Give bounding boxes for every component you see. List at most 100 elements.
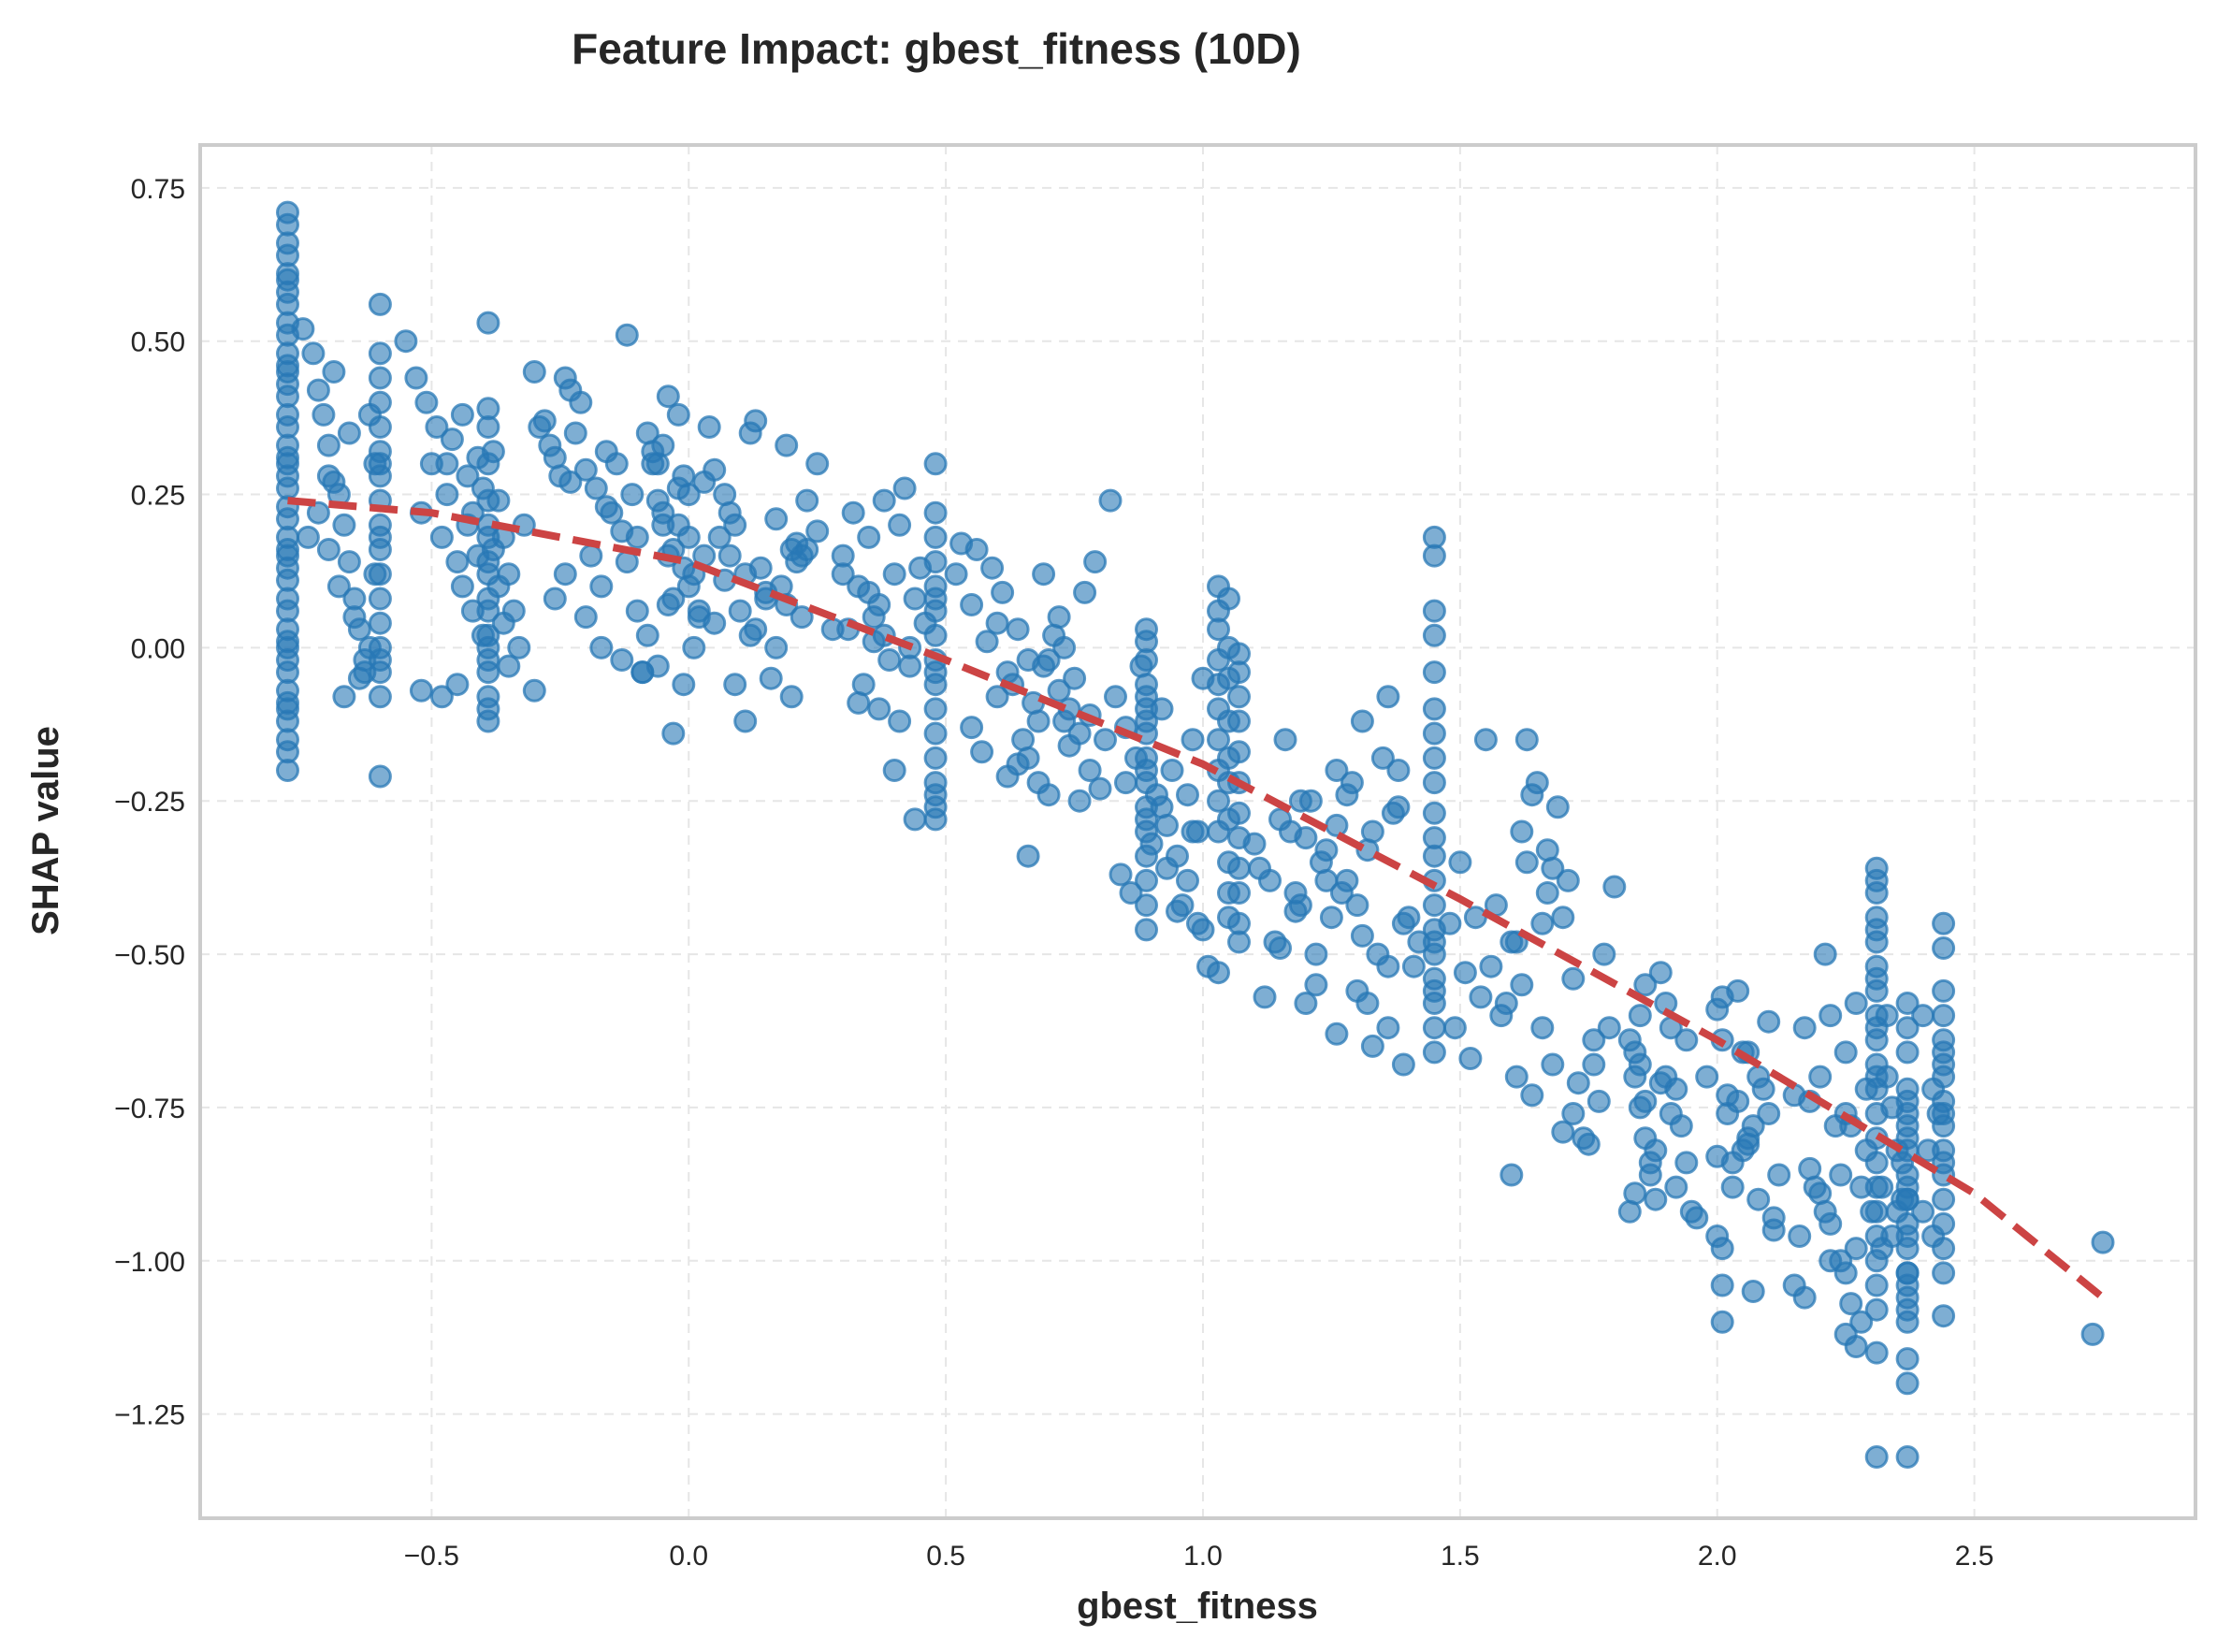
data-point: [1500, 1163, 1524, 1187]
data-point: [1135, 918, 1158, 942]
data-point: [1875, 1065, 1899, 1089]
data-point: [980, 556, 1005, 580]
data-point: [728, 599, 752, 623]
data-point: [805, 452, 830, 476]
data-point: [1864, 868, 1889, 892]
data-point: [1932, 978, 1956, 1003]
data-point: [975, 630, 999, 654]
data-point: [1767, 1163, 1791, 1187]
data-point: [1808, 1181, 1833, 1206]
data-point: [1895, 1187, 1920, 1211]
data-point: [1217, 587, 1240, 611]
data-point: [1798, 1156, 1822, 1181]
data-point: [779, 685, 804, 709]
data-point: [419, 452, 443, 476]
data-point: [923, 452, 948, 476]
data-point: [923, 587, 948, 611]
data-point: [1705, 1225, 1730, 1248]
data-point: [368, 415, 392, 439]
data-point: [923, 746, 948, 770]
trend-line: [287, 497, 2106, 1301]
data-point: [1520, 1083, 1544, 1108]
data-point: [1911, 1199, 1935, 1224]
data-point: [1864, 1273, 1889, 1297]
data-point: [795, 488, 819, 513]
data-point: [738, 421, 762, 445]
data-point: [1870, 1237, 1894, 1261]
data-point: [440, 427, 464, 452]
data-point: [1556, 868, 1580, 892]
data-point: [1932, 1065, 1956, 1089]
data-point: [676, 483, 701, 507]
data-point: [1422, 623, 1446, 647]
data-point: [1628, 1004, 1652, 1028]
data-point: [491, 611, 515, 635]
data-point: [584, 476, 608, 500]
data-point: [404, 366, 428, 390]
data-point: [1422, 930, 1446, 954]
data-point: [1422, 721, 1446, 746]
x-tick-label: 1.5: [1441, 1541, 1480, 1572]
data-point: [610, 519, 634, 543]
data-point: [1659, 1102, 1683, 1125]
x-tick-label: 2.5: [1955, 1541, 1994, 1572]
data-point: [1119, 881, 1143, 905]
y-tick-label: −0.25: [114, 787, 185, 818]
data-point: [1458, 1047, 1483, 1070]
data-point: [1135, 807, 1158, 832]
y-tick-label: 0.50: [131, 327, 185, 358]
data-point: [1288, 789, 1312, 813]
data-point: [687, 599, 711, 623]
data-point: [600, 500, 624, 525]
data-point: [1895, 1016, 1920, 1040]
data-point: [1648, 1071, 1673, 1095]
data-point: [1052, 709, 1077, 733]
data-point: [717, 500, 742, 525]
y-tick-label: −0.75: [114, 1094, 185, 1124]
data-point: [1063, 666, 1087, 690]
data-point: [944, 562, 968, 587]
data-point: [1864, 918, 1889, 942]
data-point: [1628, 1052, 1652, 1077]
data-point: [625, 599, 649, 623]
data-point: [1166, 899, 1189, 923]
data-point: [1370, 746, 1395, 770]
data-point: [707, 525, 732, 549]
data-point: [445, 550, 470, 574]
data-point: [1345, 893, 1369, 918]
data-point: [1746, 1187, 1771, 1211]
data-point: [1741, 1280, 1765, 1303]
data-point: [1227, 709, 1251, 733]
data-point: [543, 587, 567, 611]
data-point: [1335, 868, 1359, 892]
data-point: [1325, 1022, 1349, 1046]
data-point: [1792, 1285, 1817, 1310]
x-tick-label: 0.0: [669, 1541, 708, 1572]
data-point: [1248, 856, 1271, 880]
data-point: [1839, 1292, 1863, 1316]
data-point: [1685, 1206, 1709, 1230]
data-point: [563, 421, 587, 445]
data-point: [630, 660, 655, 685]
data-point: [1617, 1199, 1642, 1224]
data-point: [312, 402, 336, 427]
data-point: [1819, 1004, 1843, 1028]
data-point: [1438, 911, 1462, 935]
data-point: [1561, 966, 1586, 991]
data-point: [276, 452, 299, 476]
data-point: [748, 556, 773, 580]
data-point: [337, 421, 361, 445]
data-point: [970, 740, 994, 764]
data-point: [1422, 543, 1446, 568]
data-point: [923, 807, 948, 832]
x-axis-label: gbest_fitness: [1077, 1586, 1318, 1627]
data-point: [332, 685, 356, 709]
data-point: [1401, 954, 1426, 978]
data-point: [1514, 728, 1539, 752]
y-axis-label: SHAP value: [25, 726, 66, 935]
data-point: [1710, 1310, 1734, 1334]
x-tick-label: 1.0: [1183, 1541, 1223, 1572]
data-point: [1864, 1445, 1889, 1469]
data-point: [1469, 985, 1493, 1009]
data-point: [429, 525, 454, 549]
